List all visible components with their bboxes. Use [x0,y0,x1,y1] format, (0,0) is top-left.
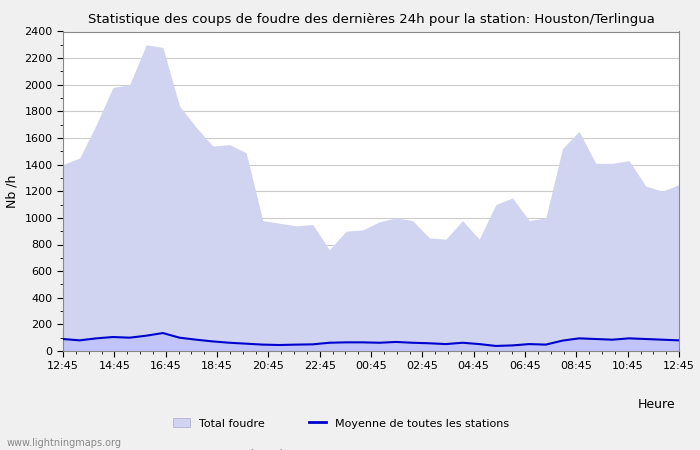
Title: Statistique des coups de foudre des dernières 24h pour la station: Houston/Terli: Statistique des coups de foudre des dern… [88,13,654,26]
Text: Heure: Heure [638,398,676,411]
Y-axis label: Nb /h: Nb /h [6,175,19,208]
Text: www.lightningmaps.org: www.lightningmaps.org [7,438,122,448]
